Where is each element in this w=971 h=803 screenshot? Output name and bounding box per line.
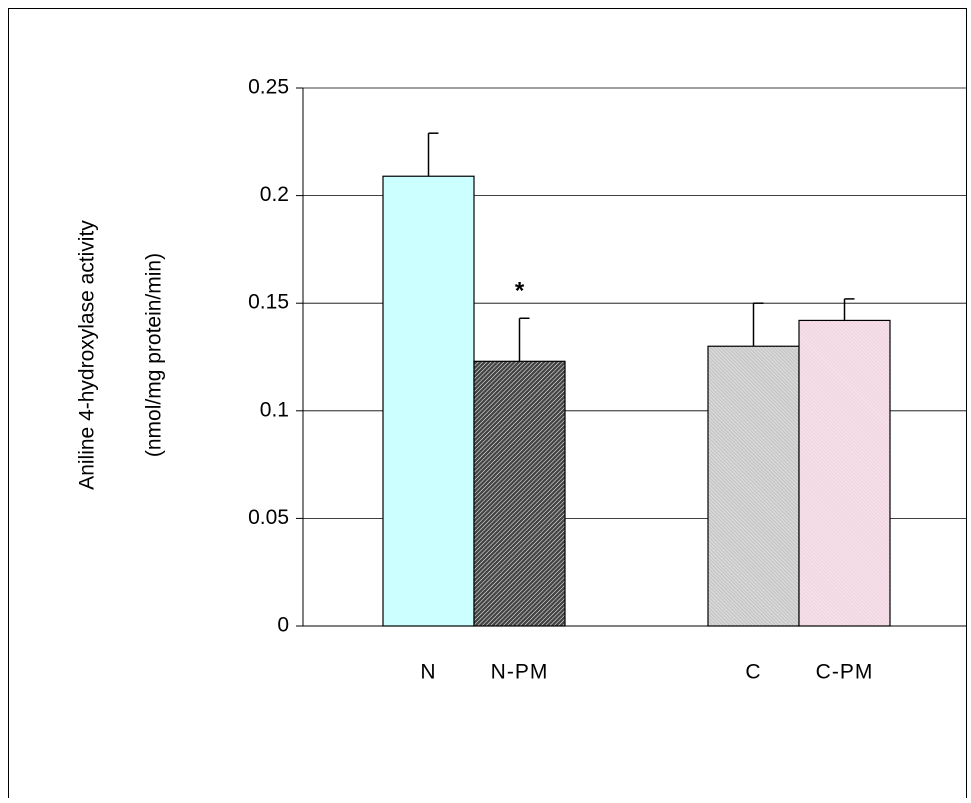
y-tick-label: 0.15 [248, 291, 289, 314]
y-axis-label: Aniline 4-hydroxylase activity [76, 220, 99, 490]
bar [474, 361, 565, 626]
bar [708, 346, 799, 626]
annotation: * [515, 278, 525, 305]
y-axis-label: (nmol/mg protein/min) [143, 253, 166, 457]
x-tick-label: N [420, 661, 436, 684]
y-tick-label: 0.05 [248, 506, 289, 529]
bar [383, 176, 474, 626]
y-tick-label: 0.1 [260, 398, 289, 421]
x-tick-label: C [745, 661, 761, 684]
y-tick-label: 0 [277, 614, 289, 637]
x-tick-label: C-PM [816, 661, 874, 684]
y-tick-label: 0.2 [260, 183, 289, 206]
y-tick-label: 0.25 [248, 76, 289, 99]
x-tick-label: N-PM [491, 661, 549, 684]
chart: Aniline 4-hydroxylase activity (nmol/mg … [0, 0, 971, 798]
bar [799, 320, 890, 626]
